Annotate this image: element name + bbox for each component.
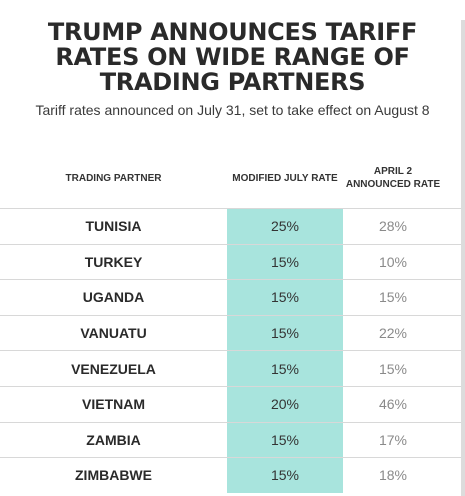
table-row: ZIMBABWE 15% 18% (0, 457, 461, 493)
header-trading-partner: TRADING PARTNER (65, 172, 162, 184)
cell-modified-july-rate: 15% (270, 325, 300, 342)
table-row: TURKEY 15% 10% (0, 243, 461, 280)
cell-trading-partner: VANUATU (80, 325, 147, 342)
cell-modified-july-rate: 15% (270, 253, 300, 270)
cell-trading-partner: ZIMBABWE (75, 467, 152, 484)
cell-trading-partner: ZAMBIA (86, 431, 141, 448)
cell-modified-july-rate: 15% (270, 467, 300, 484)
table-body: TUNISIA 25% 28% TURKEY 15% 10% UGANDA 15% 15% VAN… (0, 208, 461, 493)
cell-april-announced-rate: 15% (378, 289, 408, 306)
cell-trading-partner: TUNISIA (85, 218, 142, 235)
cell-april-announced-rate: 18% (378, 467, 408, 484)
header-april-announced-rate: APRIL 2 ANNOUNCED RATE (345, 166, 441, 190)
table-row: UGANDA 15% 15% (0, 279, 461, 315)
cell-trading-partner: TURKEY (84, 253, 143, 270)
table-row: VIETNAM 20% 46% (0, 385, 461, 422)
cell-modified-july-rate: 15% (270, 289, 300, 306)
chart-title: TRUMP ANNOUNCES TARIFF RATES ON WIDE RAN… (47, 18, 418, 96)
cell-april-announced-rate: 22% (378, 325, 408, 342)
cell-april-announced-rate: 46% (378, 396, 408, 413)
cell-trading-partner: UGANDA (82, 289, 145, 306)
tariff-table: TRADING PARTNER MODIFIED JULY RATE APRIL… (0, 148, 461, 493)
cell-april-announced-rate: 15% (378, 360, 408, 377)
table-row: VANUATU 15% 22% (0, 314, 461, 351)
cell-april-announced-rate: 17% (378, 431, 408, 448)
chart-subtitle: Tariff rates announced on July 31, set t… (35, 102, 430, 118)
table-header-row: TRADING PARTNER MODIFIED JULY RATE APRIL… (0, 148, 461, 208)
scrollbar-track[interactable] (461, 20, 465, 496)
cell-modified-july-rate: 15% (270, 431, 300, 448)
header-modified-july-rate: MODIFIED JULY RATE (232, 172, 338, 184)
table-row: VENEZUELA 15% 15% (0, 350, 461, 386)
cell-modified-july-rate: 20% (270, 396, 300, 413)
cell-modified-july-rate: 15% (270, 360, 300, 377)
cell-trading-partner: VENEZUELA (71, 360, 156, 377)
cell-april-announced-rate: 10% (378, 253, 408, 270)
table-row: TUNISIA 25% 28% (0, 208, 461, 244)
cell-trading-partner: VIETNAM (82, 396, 145, 413)
cell-modified-july-rate: 25% (270, 218, 300, 235)
cell-april-announced-rate: 28% (378, 218, 408, 235)
table-row: ZAMBIA 15% 17% (0, 421, 461, 458)
